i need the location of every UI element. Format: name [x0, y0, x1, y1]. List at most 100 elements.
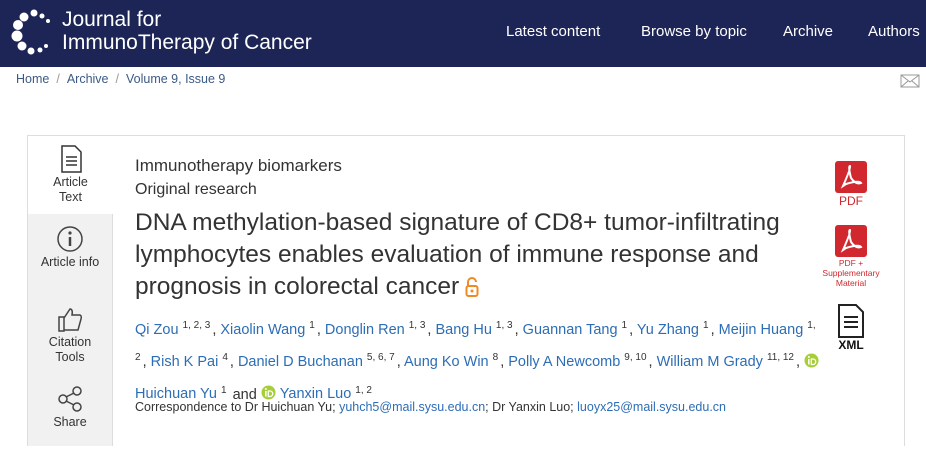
logo-text[interactable]: Journal for — [62, 8, 162, 31]
logo-text[interactable]: ImmunoTherapy of Cancer — [62, 31, 312, 54]
pdf-icon — [835, 225, 867, 257]
author-separator: , — [629, 321, 634, 338]
nav-link[interactable]: Archive — [783, 23, 834, 40]
affiliation: 5, 6, 7 — [366, 352, 395, 364]
author-name[interactable]: Bang Hu — [435, 321, 492, 338]
open-access-icon — [465, 277, 479, 297]
tab-icon — [58, 386, 82, 412]
author-separator: , — [212, 321, 217, 338]
correspondence: Correspondence to Dr Huichuan Yu; yuhch5… — [135, 400, 726, 414]
sidebar: Article Text Article info Citation Tools… — [28, 136, 113, 446]
article-section: Immunotherapy biomarkers — [135, 156, 342, 175]
author-conjunction: and — [232, 386, 257, 403]
orcid-icon[interactable] — [261, 385, 276, 400]
author: Huichuan Yu 1 — [135, 353, 823, 403]
article-title: DNA methylation-based signature of CD8+ … — [135, 207, 795, 303]
sidebar-tab[interactable]: Citation Tools — [28, 296, 112, 374]
tab-icon — [60, 145, 82, 173]
author-list: Qi Zou 1, 2, 3, Xiaolin Wang 1, Donglin Re… — [135, 312, 825, 409]
author-separator: , — [316, 321, 321, 338]
affiliation: 1 — [309, 320, 315, 331]
title-text: DNA methylation-based signature of CD8+ … — [135, 209, 780, 300]
download-pdf[interactable]: PDF — [820, 160, 882, 208]
author-separator: , — [396, 354, 401, 371]
affiliation: 1, 2 — [135, 320, 816, 364]
separator: / — [56, 72, 60, 86]
nav-link[interactable]: Browse by topic — [641, 23, 747, 40]
author: Aung Ko Win 8 — [403, 352, 500, 371]
tab-icon — [57, 226, 83, 252]
author: Meijin Huang 1, 2 — [135, 320, 816, 370]
breadcrumb-link[interactable]: Archive — [66, 72, 109, 86]
tab-label: Citation Tools — [48, 335, 92, 364]
affiliation: 4 — [222, 352, 228, 364]
email-icon[interactable] — [900, 73, 920, 89]
pdf-icon — [835, 161, 867, 193]
affiliation: 1 — [703, 320, 709, 331]
author-separator: , — [648, 354, 653, 371]
affiliation: 1 — [220, 384, 227, 396]
author-separator: , — [427, 321, 432, 338]
author: Qi Zou 1, 2, 3 — [135, 320, 212, 338]
breadcrumb: Home / Archive / Volume 9, Issue 9 — [16, 72, 225, 86]
author-separator: , — [796, 354, 801, 371]
author-name[interactable]: Yu Zhang — [636, 321, 699, 338]
tab-label: Article Text — [53, 175, 88, 204]
author: Xiaolin Wang 1 — [220, 320, 316, 338]
site-header: Journal for ImmunoTherapy of Cancer Late… — [0, 0, 926, 67]
author: Yu Zhang 1 — [636, 320, 711, 338]
author-name[interactable]: Aung Ko Win — [403, 354, 489, 371]
author-name[interactable]: William M Grady — [656, 354, 763, 371]
tab-label: Article info — [40, 255, 100, 269]
download-supplementary[interactable]: PDF + Supplementary Material — [820, 224, 882, 288]
affiliation: 8 — [492, 352, 499, 364]
author-name[interactable]: Guannan Tang — [522, 321, 618, 338]
author-separator: , — [500, 354, 505, 371]
author: Daniel D Buchanan 5, 6, 7 — [237, 352, 397, 371]
author-name[interactable]: Xiaolin Wang — [220, 321, 306, 338]
article-panel: Article Text Article info Citation Tools… — [27, 135, 905, 446]
nav-link[interactable]: Latest content — [506, 23, 601, 40]
author-name[interactable]: Donglin Ren — [324, 321, 405, 338]
author: Yanxin Luo 1, 2 — [261, 384, 374, 403]
affiliation: 1, 2 — [355, 384, 372, 396]
author-name[interactable]: Yanxin Luo — [279, 386, 352, 403]
author: Bang Hu 1, 3 — [435, 320, 514, 338]
tab-label: Share — [53, 415, 87, 429]
author-name[interactable]: Polly A Newcomb — [508, 354, 621, 371]
email-link[interactable]: luoyx25@mail.sysu.edu.cn — [577, 400, 727, 414]
breadcrumb-link[interactable]: Home — [16, 72, 50, 86]
email-link[interactable]: yuhch5@mail.sysu.edu.cn — [339, 400, 486, 414]
affiliation: 1, 3 — [408, 320, 426, 331]
sidebar-tab[interactable]: Article info — [28, 216, 112, 294]
author: Guannan Tang 1 — [522, 320, 629, 338]
affiliation: 11, 12 — [766, 352, 794, 364]
orcid-icon[interactable] — [804, 353, 819, 368]
author: Donglin Ren 1, 3 — [324, 320, 428, 338]
correspondence-text: Correspondence to Dr Huichuan Yu; — [135, 400, 336, 414]
affiliation: 1 — [621, 320, 628, 331]
article-type: Original research — [135, 181, 257, 198]
download-label: PDF — [839, 194, 863, 208]
author-separator: , — [142, 354, 147, 371]
author-name[interactable]: Rish K Pai — [150, 354, 219, 371]
author-name[interactable]: Daniel D Buchanan — [237, 354, 363, 371]
download-xml[interactable]: XML — [820, 304, 882, 352]
author-separator: , — [710, 321, 715, 338]
author-name[interactable]: Qi Zou — [135, 321, 179, 338]
sidebar-tab[interactable]: Article Text — [28, 136, 113, 214]
affiliation: 9, 10 — [624, 352, 647, 364]
author-name[interactable]: Huichuan Yu — [135, 386, 217, 403]
affiliation: 1, 2, 3 — [182, 320, 211, 331]
author-separator: , — [514, 321, 519, 338]
author: Rish K Pai 4 — [150, 352, 230, 371]
author-name[interactable]: Meijin Huang — [718, 321, 804, 338]
tab-icon — [58, 308, 83, 332]
logo-icon — [11, 9, 50, 55]
author-separator: , — [229, 354, 234, 371]
breadcrumb-link[interactable]: Volume 9, Issue 9 — [126, 72, 226, 86]
nav-link[interactable]: Authors — [868, 23, 920, 40]
download-label: PDF + Supplementary Material — [822, 258, 880, 288]
sidebar-tab[interactable]: Share — [28, 376, 112, 454]
